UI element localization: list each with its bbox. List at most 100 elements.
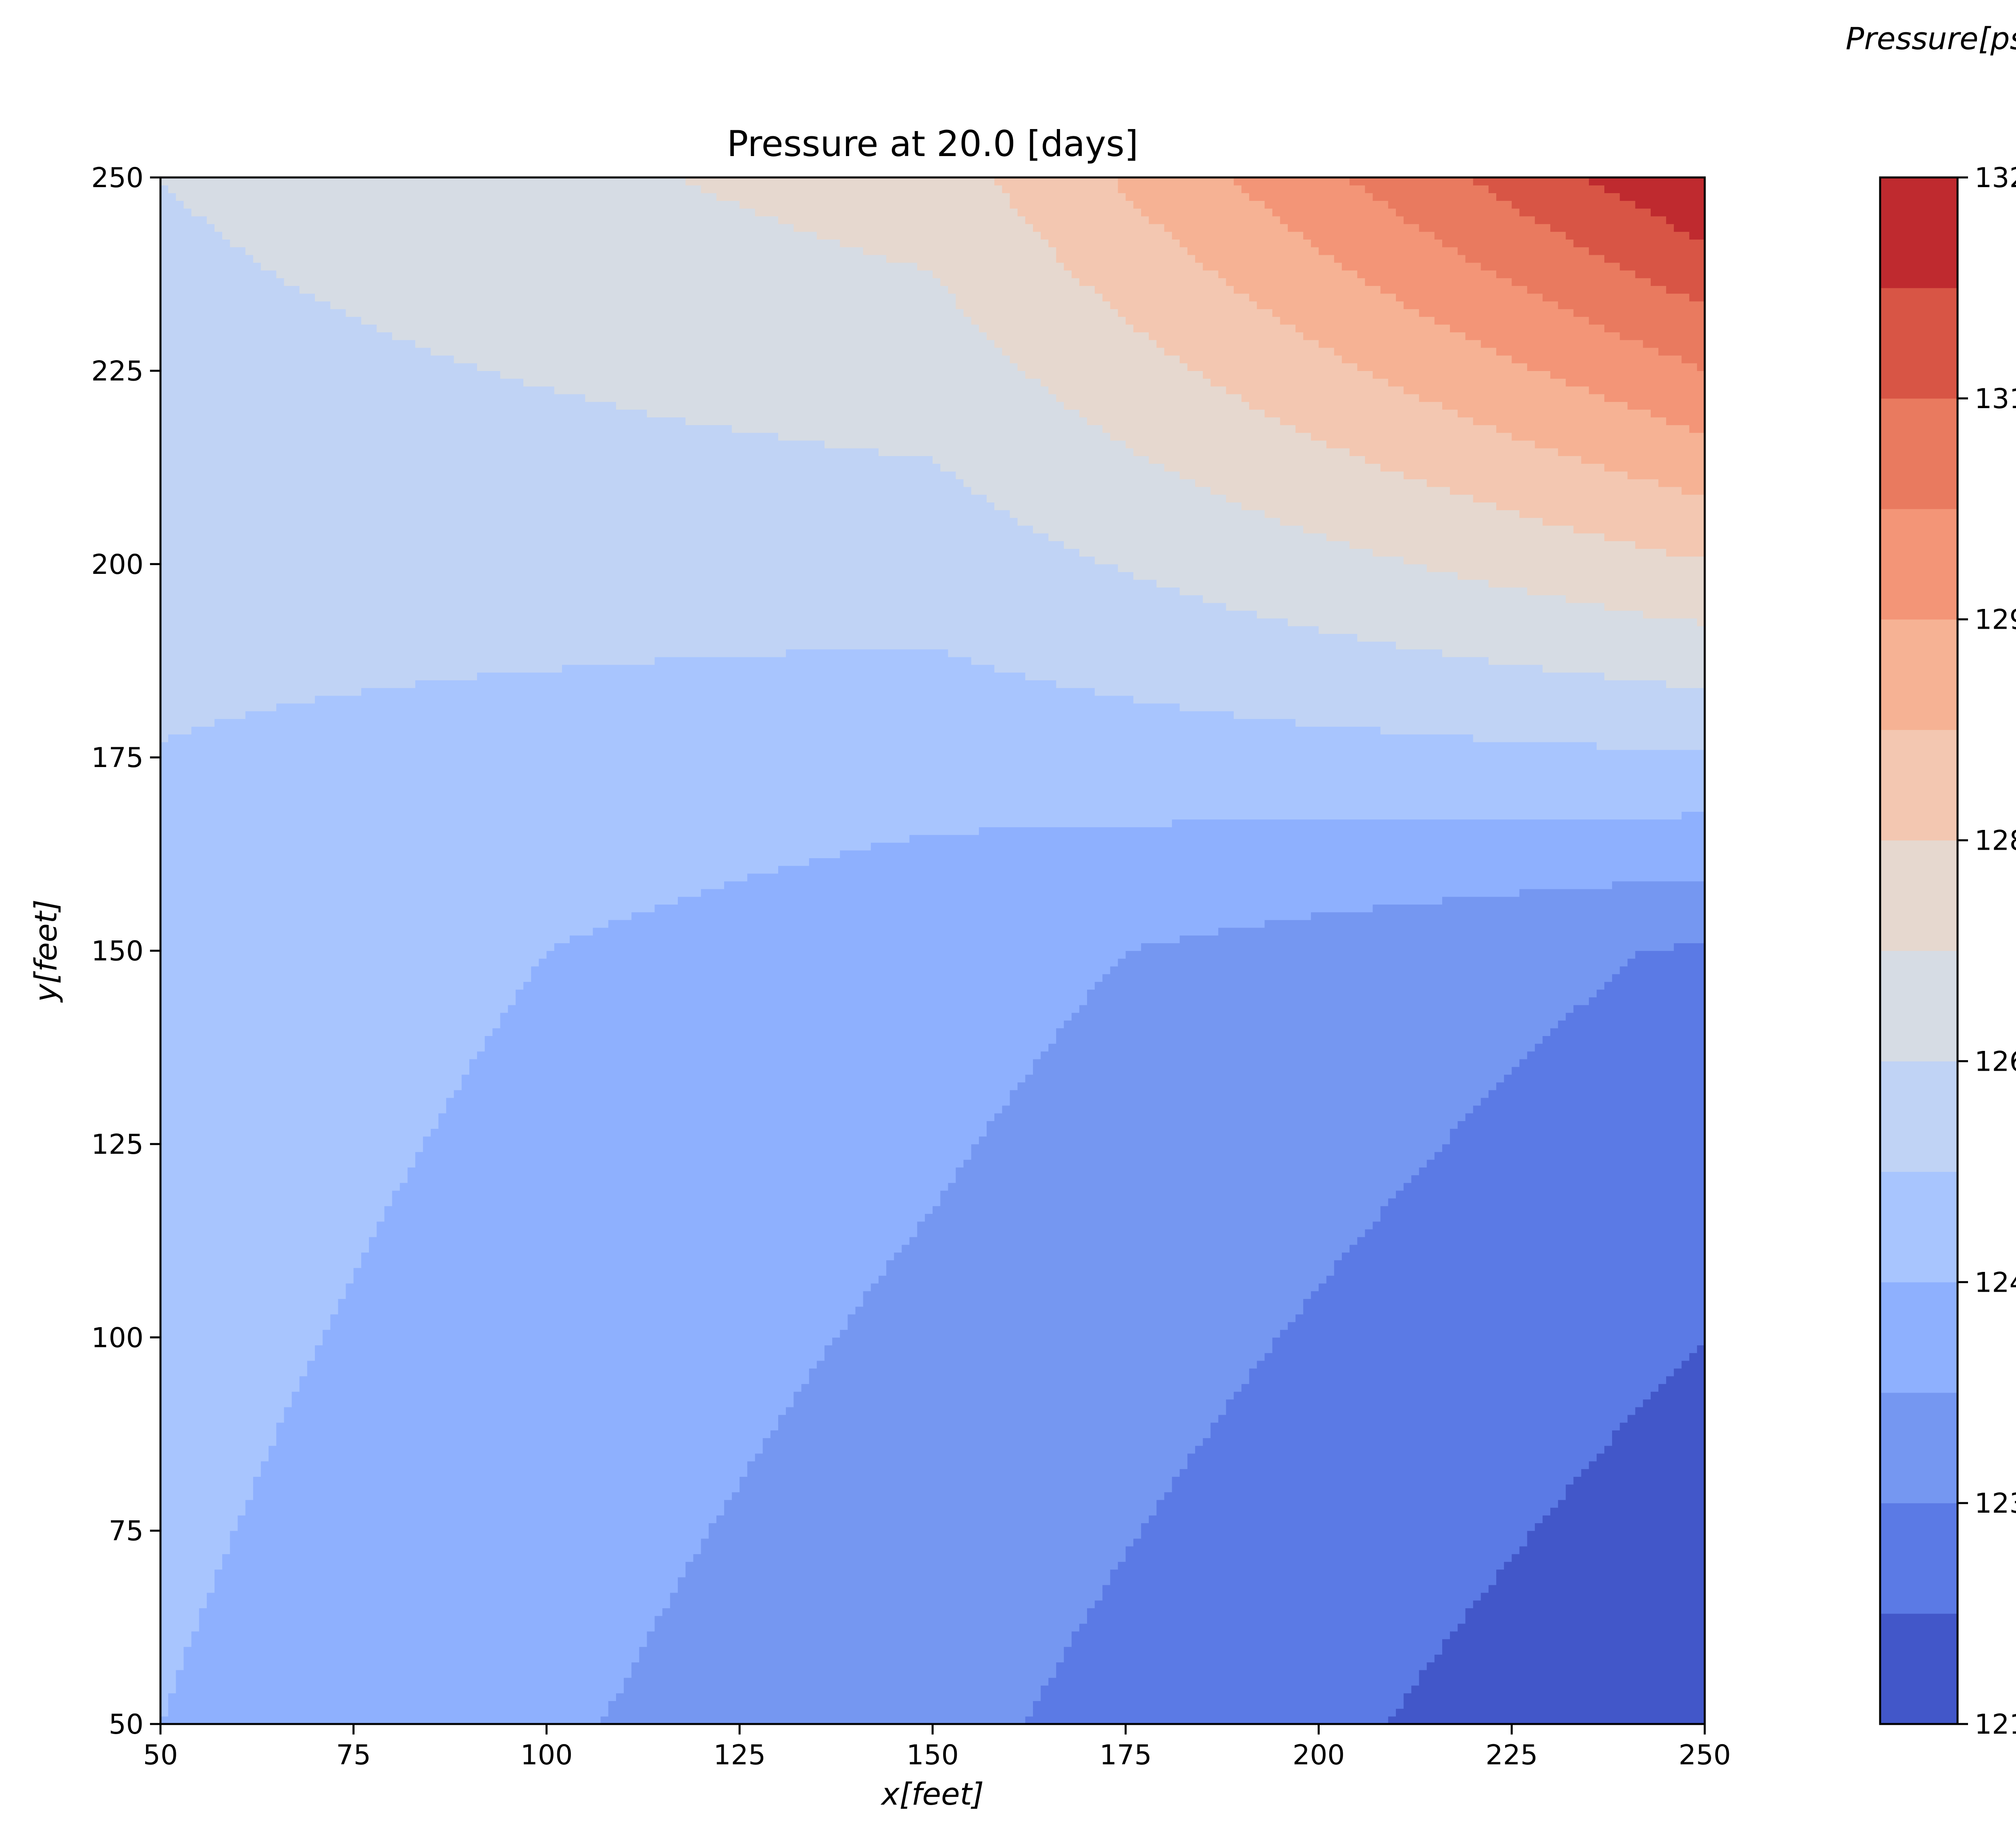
contour-cell [500,370,1026,379]
contour-cell [724,1499,1157,1508]
contour-cell [1512,277,1651,286]
contour-cell [160,285,300,294]
contour-cell [987,494,1227,502]
contour-cell [1218,1414,1628,1423]
contour-cell [685,177,995,186]
x-tick-label: 250 [1679,1739,1731,1771]
contour-cell [1295,324,1450,333]
contour-cell [1589,246,1705,255]
contour-cell [1535,1522,1705,1531]
contour-cell [1404,1700,1705,1709]
contour-cell [1350,177,1474,186]
contour-cell [1650,277,1705,286]
contour-cell [616,401,1064,410]
contour-cell [639,1654,1064,1663]
contour-cell [701,185,1003,193]
contour-cell [987,1120,1458,1129]
contour-cell [160,1422,277,1430]
contour-cell [160,1005,508,1013]
contour-cell [160,881,725,889]
contour-cell [1133,200,1265,209]
contour-cell [215,1584,678,1593]
contour-cell [477,1051,1041,1059]
contour-cell [1210,1422,1620,1430]
contour-cell [1210,378,1389,387]
contour-cell [1697,1345,1705,1353]
contour-cell [1110,301,1258,309]
contour-cell [971,486,1211,495]
contour-cell [269,1445,763,1454]
contour-cell [987,1128,1450,1137]
contour-cell [816,1360,1258,1369]
contour-cell [1264,200,1389,209]
contour-cell [1496,270,1636,278]
contour-cell [215,1569,686,1578]
contour-cell [377,1221,918,1230]
contour-cell [1458,571,1705,580]
contour-cell [1295,425,1497,433]
contour-cell [1450,486,1682,495]
contour-cell [260,1461,748,1469]
contour-cell [1110,966,1620,974]
contour-cell [160,525,1033,534]
contour-cell [1187,363,1358,371]
contour-cell [809,1368,1250,1376]
contour-cell [160,796,1705,804]
contour-cell [438,1113,995,1121]
contour-cell [1017,208,1141,217]
contour-cell [1388,378,1566,387]
contour-cell [1496,1082,1705,1090]
contour-cell [160,1229,377,1237]
contour-cell [1226,494,1474,502]
colorbar-tick-label: 1296 [1974,604,2016,636]
contour-cell [1473,1105,1705,1113]
contour-cell [871,1283,1319,1291]
contour-cell [1341,1252,1705,1261]
contour-cell [1095,687,1705,696]
contour-cell [1264,409,1458,418]
contour-cell [160,1507,246,1516]
contour-cell [469,1066,1033,1075]
y-tick-label: 150 [91,936,144,967]
contour-cell [1056,1670,1420,1678]
contour-cell [1133,448,1350,456]
contour-cell [1458,246,1589,255]
contour-cell [206,1592,671,1601]
contour-cell [840,850,1705,859]
contour-cell [160,254,254,263]
contour-cell [1596,742,1705,750]
contour-cell [160,200,184,209]
contour-cell [183,1662,632,1670]
contour-cell [230,1546,702,1554]
contour-cell [369,1244,902,1253]
contour-cell [160,1569,215,1578]
contour-cell [1079,1623,1458,1632]
contour-cell [160,1144,423,1152]
contour-cell [160,239,231,248]
contour-cell [1396,293,1543,302]
contour-cell [1496,1569,1705,1578]
contour-cell [160,425,732,433]
contour-cell [160,1345,315,1353]
contour-cell [160,687,362,696]
x-tick-label: 50 [143,1739,178,1771]
contour-cell [346,309,964,317]
contour-cell [160,1461,261,1469]
contour-cell [160,1051,477,1059]
contour-cell [1241,185,1366,193]
contour-cell [160,633,1358,642]
contour-cell [1427,479,1659,487]
contour-cell [1488,657,1705,665]
contour-cell [160,1492,254,1500]
contour-cell [1272,1345,1697,1353]
contour-cell [160,1623,200,1632]
contour-cell [160,1059,470,1067]
contour-cell [1303,1306,1705,1315]
contour-cell [215,718,1296,727]
contour-cell [160,277,285,286]
contour-cell [160,246,246,255]
contour-cell [199,1623,655,1632]
contour-cell [708,1530,1141,1539]
contour-cell [1125,316,1281,325]
contour-cell [1442,401,1628,410]
